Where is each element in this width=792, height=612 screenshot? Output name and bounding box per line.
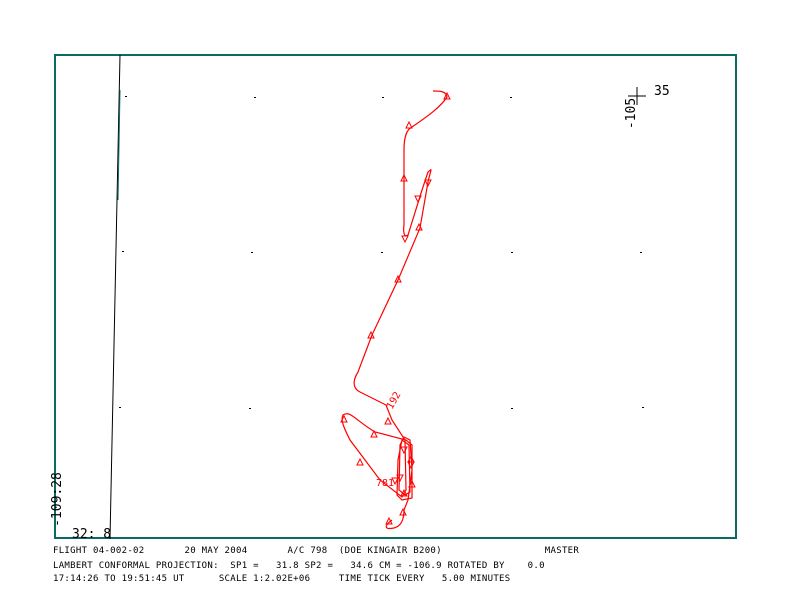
track-label-192: 192 <box>385 390 404 411</box>
corner-lon-label: -105 <box>624 97 640 130</box>
time-tick-marks <box>340 91 451 525</box>
footer-flight-info: FLIGHT 04-002-02 20 MAY 2004 A/C 798 (DO… <box>53 546 580 556</box>
track-label-781: 781 <box>376 478 394 489</box>
map-frame <box>54 54 737 539</box>
grid-marks <box>119 96 644 409</box>
footer-projection-info: LAMBERT CONFORMAL PROJECTION: SP1 = 31.8… <box>53 561 545 571</box>
corner-cross-icon <box>628 87 646 105</box>
corner-lat-label: 35 <box>654 84 670 99</box>
origin-lon-label: -109:28 <box>49 472 65 527</box>
origin-lat-label: 32: 8 <box>72 527 112 542</box>
state-boundary-teal <box>117 89 121 201</box>
state-boundary-line <box>109 54 121 540</box>
flight-track <box>341 90 448 530</box>
footer-time-info: 17:14:26 TO 19:51:45 UT SCALE 1:2.02E+06… <box>53 574 511 584</box>
